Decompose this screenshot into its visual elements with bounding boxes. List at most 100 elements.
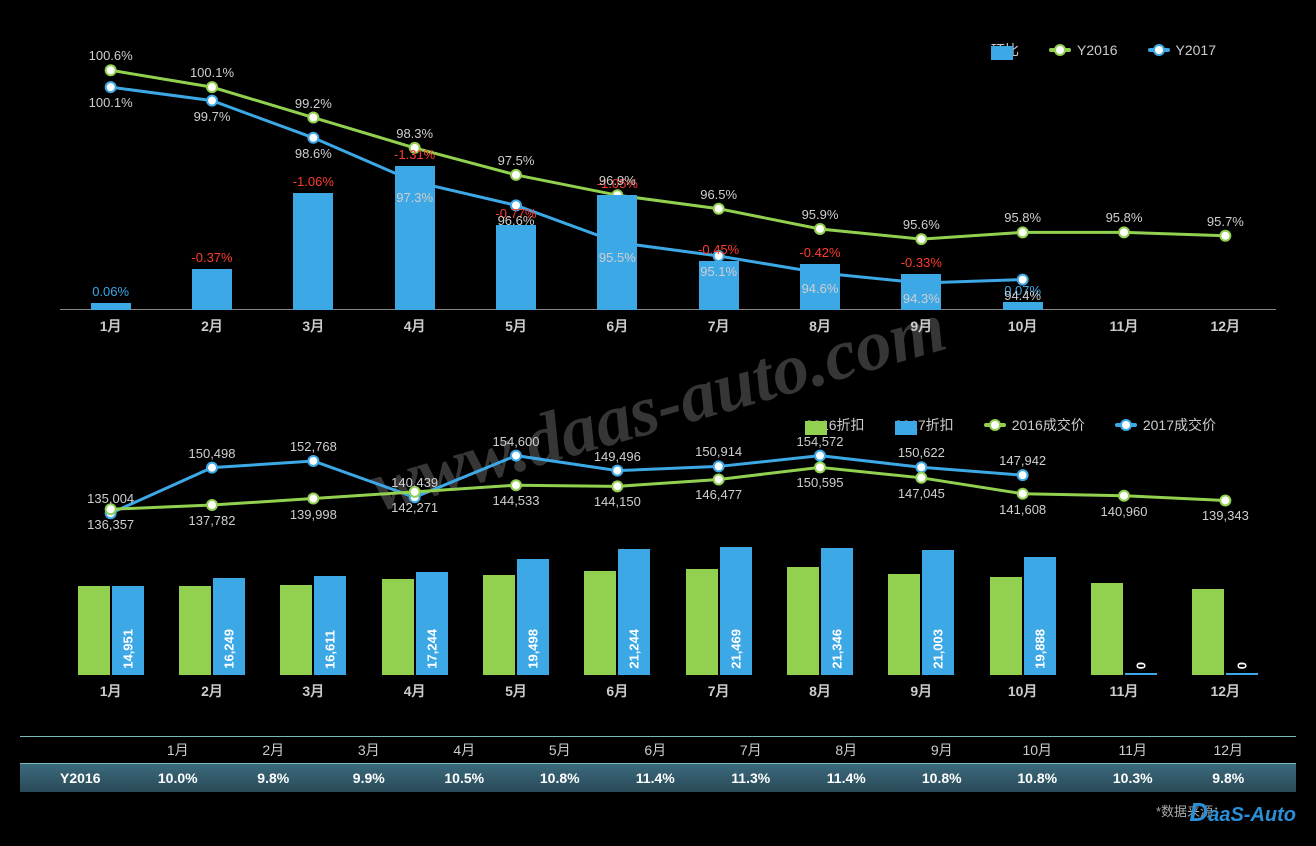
xaxis-tick: 3月 bbox=[263, 681, 364, 705]
disc2017-label: 21,469 bbox=[728, 629, 743, 669]
line-label: 95.9% bbox=[802, 207, 839, 222]
table-data-row: Y201610.0%9.8%9.9%10.5%10.8%11.4%11.3%11… bbox=[20, 764, 1296, 792]
line-label: 99.7% bbox=[194, 109, 231, 124]
xaxis-tick: 2月 bbox=[161, 681, 262, 705]
table-cell: 11.4% bbox=[608, 770, 704, 786]
disc2017-label: 19,888 bbox=[1032, 629, 1047, 669]
price-label: 150,914 bbox=[695, 444, 742, 459]
table-cell: 10.0% bbox=[130, 770, 226, 786]
line-label: 95.1% bbox=[700, 264, 737, 279]
xaxis-tick: 1月 bbox=[60, 681, 161, 705]
disc2016-bar bbox=[888, 574, 920, 675]
disc2017-label: 17,244 bbox=[424, 629, 439, 669]
line-label: 94.4% bbox=[1004, 288, 1041, 303]
disc2016-bar bbox=[686, 569, 718, 675]
logo: DaaS-Auto bbox=[1189, 797, 1296, 828]
huanbi-bar bbox=[395, 166, 435, 310]
table-header-cell: 9月 bbox=[894, 740, 990, 760]
table-cell: 10.3% bbox=[1085, 770, 1181, 786]
table-row-label: Y2016 bbox=[60, 770, 130, 786]
huanbi-bar bbox=[293, 193, 333, 310]
table-cell: 9.8% bbox=[1181, 770, 1277, 786]
huanbi-label: -0.33% bbox=[901, 255, 942, 270]
disc2017-label: 16,611 bbox=[323, 630, 338, 669]
price-label: 150,622 bbox=[898, 445, 945, 460]
price-label: 144,150 bbox=[594, 494, 641, 509]
disc2017-bar bbox=[1125, 673, 1157, 675]
table-header-cell: 7月 bbox=[703, 740, 799, 760]
price-label: 144,533 bbox=[493, 493, 540, 508]
huanbi-label: 0.06% bbox=[92, 284, 129, 299]
table-header-cell: 2月 bbox=[226, 740, 322, 760]
line-label: 96.5% bbox=[700, 187, 737, 202]
disc2017-label: 21,003 bbox=[931, 629, 946, 669]
price-label: 142,271 bbox=[391, 500, 438, 515]
price-label: 154,600 bbox=[493, 434, 540, 449]
xaxis-tick: 5月 bbox=[465, 316, 566, 340]
xaxis-tick: 7月 bbox=[668, 316, 769, 340]
xaxis-tick: 1月 bbox=[60, 316, 161, 340]
table-header-cell: 3月 bbox=[321, 740, 417, 760]
table-cell: 10.8% bbox=[990, 770, 1086, 786]
disc2016-bar bbox=[179, 586, 211, 675]
table-header-cell: 11月 bbox=[1085, 740, 1181, 760]
xaxis-tick: 9月 bbox=[871, 316, 972, 340]
disc2016-bar bbox=[382, 579, 414, 675]
line-label: 99.2% bbox=[295, 96, 332, 111]
xaxis-tick: 2月 bbox=[161, 316, 262, 340]
table-header-cell: 1月 bbox=[130, 740, 226, 760]
price-label: 149,496 bbox=[594, 449, 641, 464]
line-label: 100.6% bbox=[89, 48, 133, 63]
disc2016-bar bbox=[584, 571, 616, 675]
line-label: 96.9% bbox=[599, 173, 636, 188]
summary-table: 1月2月3月4月5月6月7月8月9月10月11月12月 Y201610.0%9.… bbox=[20, 736, 1296, 792]
huanbi-label: -0.37% bbox=[191, 250, 232, 265]
price-label: 146,477 bbox=[695, 487, 742, 502]
huanbi-bar bbox=[91, 303, 131, 310]
table-cell: 10.5% bbox=[417, 770, 513, 786]
dashboard: www.daas-auto.com 环比Y2016Y2017 0.06%-0.3… bbox=[20, 20, 1296, 826]
xaxis-tick: 9月 bbox=[871, 681, 972, 705]
line-label: 100.1% bbox=[89, 95, 133, 110]
line-label: 100.1% bbox=[190, 65, 234, 80]
huanbi-label: -0.42% bbox=[799, 245, 840, 260]
table-cell: 11.3% bbox=[703, 770, 799, 786]
table-cell: 9.9% bbox=[321, 770, 417, 786]
table-header-cell: 8月 bbox=[799, 740, 895, 760]
chart1-xaxis: 1月2月3月4月5月6月7月8月9月10月11月12月 bbox=[60, 316, 1276, 340]
table-header-cell: 10月 bbox=[990, 740, 1086, 760]
table-header-cell: 12月 bbox=[1181, 740, 1277, 760]
line-label: 97.3% bbox=[396, 190, 433, 205]
xaxis-tick: 4月 bbox=[364, 316, 465, 340]
line-label: 98.3% bbox=[396, 126, 433, 141]
xaxis-tick: 12月 bbox=[1175, 681, 1276, 705]
table-cell: 10.8% bbox=[512, 770, 608, 786]
disc2017-label: 19,498 bbox=[526, 629, 541, 669]
price-label: 137,782 bbox=[189, 513, 236, 528]
xaxis-tick: 8月 bbox=[769, 681, 870, 705]
chart-top: 环比Y2016Y2017 0.06%-0.37%-1.06%-1.31%-0.7… bbox=[20, 40, 1296, 380]
table-header-cell: 5月 bbox=[512, 740, 608, 760]
disc2017-label: 16,249 bbox=[222, 629, 237, 669]
line-label: 96.6% bbox=[498, 213, 535, 228]
huanbi-bar bbox=[192, 269, 232, 310]
price-label: 139,343 bbox=[1202, 508, 1249, 523]
xaxis-tick: 10月 bbox=[972, 316, 1073, 340]
disc2016-bar bbox=[1192, 589, 1224, 675]
disc2016-bar bbox=[280, 585, 312, 675]
line-label: 94.6% bbox=[802, 281, 839, 296]
price-label: 150,595 bbox=[797, 475, 844, 490]
table-cell: 10.8% bbox=[894, 770, 990, 786]
line-label: 95.6% bbox=[903, 217, 940, 232]
xaxis-tick: 7月 bbox=[668, 681, 769, 705]
xaxis-tick: 6月 bbox=[567, 316, 668, 340]
disc2017-label: 21,346 bbox=[830, 629, 845, 669]
table-header-cell: 4月 bbox=[417, 740, 513, 760]
disc2017-bar bbox=[1226, 673, 1258, 675]
line-label: 97.5% bbox=[498, 153, 535, 168]
line-label: 95.8% bbox=[1106, 210, 1143, 225]
chart2-xaxis: 1月2月3月4月5月6月7月8月9月10月11月12月 bbox=[60, 681, 1276, 705]
disc2016-bar bbox=[78, 586, 110, 675]
xaxis-tick: 11月 bbox=[1073, 681, 1174, 705]
price-label: 147,942 bbox=[999, 453, 1046, 468]
